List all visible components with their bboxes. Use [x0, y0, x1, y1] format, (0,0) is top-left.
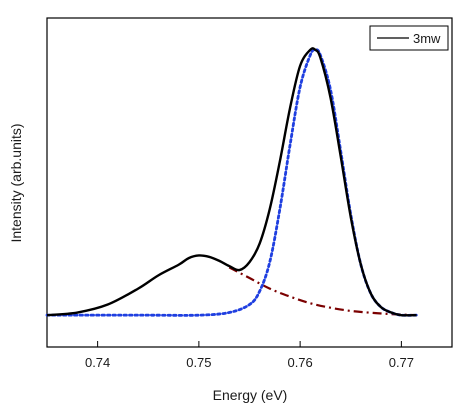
- x-axis-label: Energy (eV): [213, 387, 288, 403]
- x-tick-label: 0.77: [389, 355, 414, 370]
- y-axis-label: Intensity (arb.units): [8, 123, 24, 242]
- legend-label-3mw: 3mw: [413, 31, 441, 46]
- x-tick-label: 0.76: [287, 355, 312, 370]
- series-dotted-line: [45, 48, 418, 317]
- series-layer: [45, 47, 418, 317]
- x-tick-label: 0.75: [186, 355, 211, 370]
- plot-frame: [46, 17, 453, 348]
- series-3mw-line: [46, 47, 417, 317]
- x-axis-ticks: 0.74 0.75 0.76 0.77: [85, 341, 414, 370]
- series-dash-dot-line: [228, 266, 417, 317]
- legend: 3mw: [369, 25, 449, 51]
- x-tick-label: 0.74: [85, 355, 110, 370]
